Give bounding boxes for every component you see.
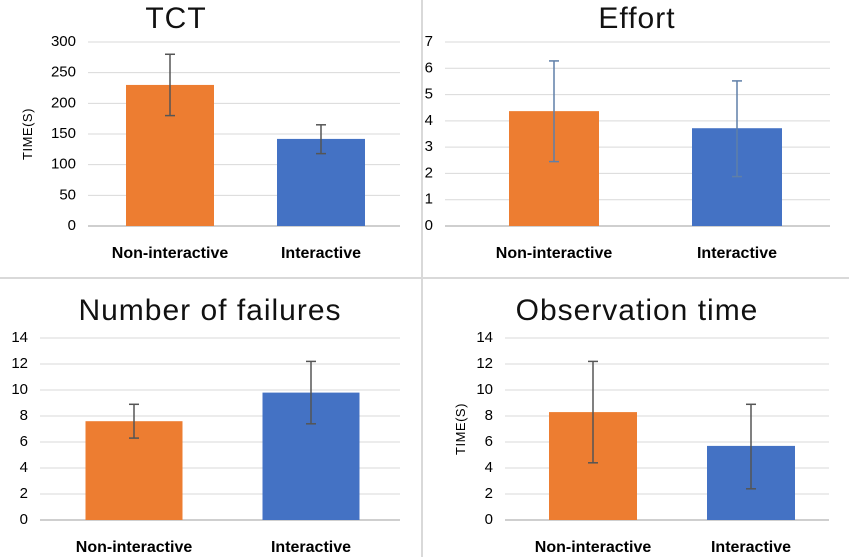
- chart-panel-observation: 0 2 4 6 8 10 12 14 Non-interactive Interactive Obs…: [425, 282, 845, 557]
- y-tick-label: 3: [425, 138, 433, 155]
- y-tick-label: 250: [51, 64, 76, 81]
- error-bar: [588, 360, 598, 464]
- y-axis-label: TIME(S): [20, 108, 35, 160]
- category-label: Non-interactive: [496, 245, 613, 262]
- horizontal-divider: [0, 277, 849, 279]
- y-tick-label: 7: [425, 33, 433, 50]
- error-bar: [165, 53, 175, 117]
- y-tick-label: 12: [11, 355, 28, 372]
- chart-title: Observation time: [516, 294, 759, 327]
- chart-tct: 0 50 100 150 200 250 300 Non-interactive Interac…: [20, 2, 400, 262]
- y-tick-label: 1: [425, 191, 433, 208]
- chart-failures: 0 2 4 6 8 10 12 14 Non-interactive Interactive Num…: [11, 294, 400, 556]
- y-tick-label: 8: [20, 407, 28, 424]
- y-tick-label: 0: [425, 217, 433, 234]
- error-bar: [746, 403, 756, 490]
- y-tick-label: 6: [425, 59, 433, 76]
- category-label: Interactive: [711, 539, 791, 556]
- category-label: Interactive: [271, 539, 351, 556]
- y-tick-label: 300: [51, 33, 76, 50]
- chart-observation: 0 2 4 6 8 10 12 14 Non-interactive Interactive Obs…: [453, 294, 829, 556]
- chart-effort: 0 1 2 3 4 5 6 7 Non-interactive Interactive Effort: [425, 2, 830, 262]
- y-tick-label: 2: [425, 164, 433, 181]
- y-tick-label: 14: [476, 329, 493, 346]
- y-tick-label: 2: [485, 485, 493, 502]
- chart-title: Effort: [598, 2, 675, 35]
- error-bar: [316, 124, 326, 155]
- y-tick-label: 200: [51, 94, 76, 111]
- y-tick-label: 6: [20, 433, 28, 450]
- y-axis-label: TIME(S): [453, 403, 468, 455]
- error-bar: [306, 360, 316, 425]
- error-bar: [732, 80, 742, 178]
- y-tick-label: 0: [20, 511, 28, 528]
- y-tick-label: 4: [20, 459, 28, 476]
- chart-panel-failures: 0 2 4 6 8 10 12 14 Non-interactive Interactive Num…: [0, 282, 420, 557]
- y-tick-label: 6: [485, 433, 493, 450]
- error-bar: [129, 403, 139, 439]
- category-label: Non-interactive: [112, 245, 229, 262]
- y-tick-label: 150: [51, 125, 76, 142]
- y-tick-label: 2: [20, 485, 28, 502]
- y-tick-label: 50: [59, 186, 76, 203]
- category-label: Non-interactive: [535, 539, 652, 556]
- category-label: Interactive: [697, 245, 777, 262]
- y-tick-label: 8: [485, 407, 493, 424]
- y-tick-label: 4: [485, 459, 493, 476]
- y-tick-label: 12: [476, 355, 493, 372]
- y-tick-label: 14: [11, 329, 28, 346]
- chart-panel-effort: 0 1 2 3 4 5 6 7 Non-interactive Interactive Effort: [425, 0, 845, 275]
- category-label: Non-interactive: [76, 539, 193, 556]
- y-tick-label: 10: [476, 381, 493, 398]
- chart-title: TCT: [145, 2, 206, 35]
- category-label: Interactive: [281, 245, 361, 262]
- y-tick-label: 5: [425, 86, 433, 103]
- chart-panel-tct: 0 50 100 150 200 250 300 Non-interactive Interac…: [0, 0, 420, 275]
- error-bar: [549, 60, 559, 163]
- y-tick-label: 0: [68, 217, 76, 234]
- y-tick-label: 4: [425, 112, 433, 129]
- y-tick-label: 0: [485, 511, 493, 528]
- y-tick-label: 100: [51, 156, 76, 173]
- chart-title: Number of failures: [78, 294, 341, 327]
- y-tick-label: 10: [11, 381, 28, 398]
